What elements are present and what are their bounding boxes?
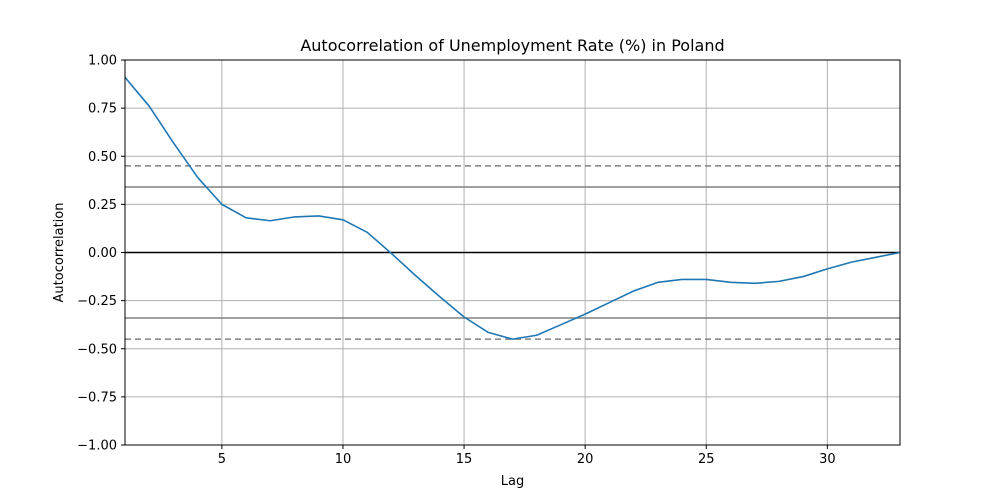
x-tick-label: 30 [819,452,836,467]
x-axis-title: Lag [501,474,524,489]
y-tick-label: −0.50 [77,342,117,357]
x-tick-label: 10 [335,452,352,467]
y-tick-label: 0.50 [88,150,117,165]
y-tick-label: 0.25 [88,198,117,213]
y-tick-label: 0.00 [88,246,117,261]
y-tick-label: 1.00 [88,54,117,69]
y-tick-label: −1.00 [77,439,117,454]
autocorrelation-line [124,76,901,340]
x-tick-label: 15 [456,452,473,467]
y-axis-title: Autocorrelation [52,203,67,303]
axis-ticks: 5 10 15 20 25 30 1.00 0.75 0.50 0.25 0.00 −0.25 −0.5… [77,54,835,468]
y-tick-label: −0.25 [77,294,117,309]
series-layer [124,76,901,340]
y-tick-label: 0.75 [88,102,117,117]
confidence-bands [125,165,900,340]
x-tick-label: 20 [577,452,594,467]
x-tick-label: 25 [698,452,715,467]
y-tick-label: −0.75 [77,390,117,405]
chart-title: Autocorrelation of Unemployment Rate (%)… [300,36,724,55]
x-tick-label: 5 [218,452,226,467]
